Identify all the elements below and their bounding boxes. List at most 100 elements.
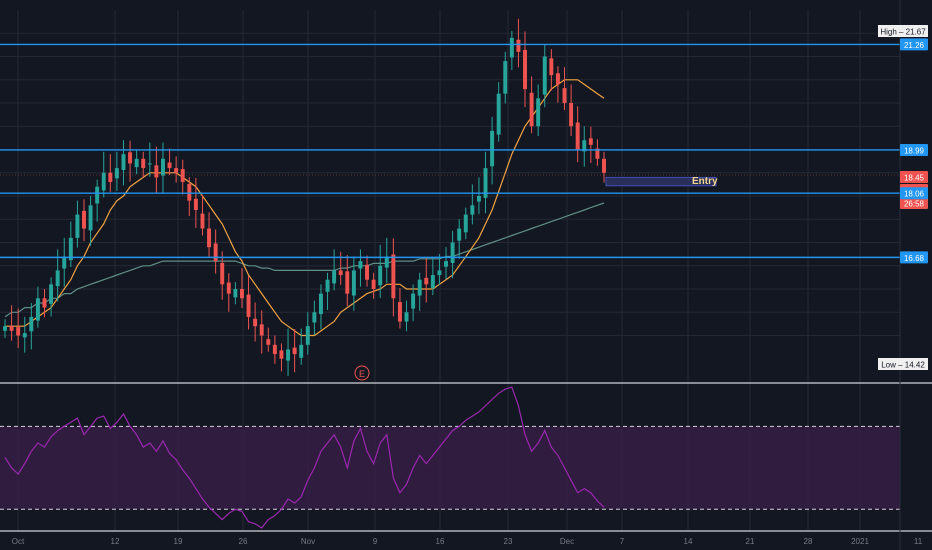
- candle[interactable]: [365, 264, 370, 280]
- x-tick-label: 16: [436, 537, 445, 546]
- candle[interactable]: [444, 261, 448, 267]
- candle[interactable]: [82, 210, 86, 229]
- candle[interactable]: [371, 279, 376, 289]
- candle[interactable]: [318, 293, 323, 315]
- candle[interactable]: [424, 277, 429, 285]
- candle[interactable]: [509, 37, 514, 58]
- candle[interactable]: [220, 262, 225, 285]
- candle[interactable]: [536, 98, 541, 127]
- candle[interactable]: [404, 312, 409, 322]
- candle[interactable]: [200, 213, 205, 229]
- candle[interactable]: [187, 183, 192, 201]
- candle[interactable]: [490, 130, 495, 167]
- candle[interactable]: [358, 261, 363, 269]
- candle[interactable]: [141, 158, 146, 169]
- candle[interactable]: [193, 198, 198, 210]
- candle[interactable]: [391, 254, 396, 299]
- candle[interactable]: [595, 148, 600, 159]
- candle[interactable]: [437, 270, 442, 276]
- rsi-pane[interactable]: [0, 386, 900, 529]
- candle[interactable]: [62, 256, 67, 269]
- candle[interactable]: [286, 349, 291, 361]
- candle[interactable]: [134, 158, 139, 168]
- candle[interactable]: [272, 344, 277, 355]
- candle[interactable]: [246, 294, 251, 317]
- candle[interactable]: [338, 270, 343, 276]
- candle[interactable]: [602, 158, 606, 173]
- candle[interactable]: [450, 242, 455, 263]
- candle[interactable]: [378, 265, 383, 286]
- candle[interactable]: [55, 270, 60, 287]
- candle[interactable]: [483, 168, 488, 198]
- candle[interactable]: [239, 289, 244, 299]
- candle[interactable]: [542, 56, 547, 95]
- candle[interactable]: [253, 318, 258, 327]
- candle[interactable]: [529, 92, 534, 127]
- candle[interactable]: [503, 61, 508, 94]
- candle[interactable]: [16, 327, 21, 336]
- candle[interactable]: [128, 152, 133, 164]
- earnings-marker[interactable]: [354, 365, 370, 381]
- candle[interactable]: [22, 333, 27, 338]
- candle[interactable]: [575, 122, 580, 150]
- candle[interactable]: [351, 270, 356, 296]
- candle[interactable]: [299, 344, 304, 358]
- candle[interactable]: [588, 138, 593, 145]
- candle[interactable]: [147, 163, 152, 165]
- candle[interactable]: [101, 172, 106, 191]
- candle[interactable]: [549, 58, 554, 76]
- candle[interactable]: [259, 324, 264, 336]
- candle[interactable]: [226, 282, 231, 294]
- candle[interactable]: [345, 271, 350, 294]
- candle[interactable]: [496, 93, 501, 135]
- candle[interactable]: [384, 256, 389, 268]
- candle[interactable]: [3, 326, 7, 331]
- candle[interactable]: [29, 316, 34, 332]
- candle[interactable]: [75, 214, 80, 238]
- candle[interactable]: [325, 279, 330, 292]
- candle[interactable]: [207, 228, 212, 248]
- candle[interactable]: [49, 284, 54, 304]
- candle[interactable]: [411, 293, 416, 309]
- candle[interactable]: [555, 73, 560, 85]
- candle[interactable]: [457, 228, 462, 241]
- candle[interactable]: [161, 158, 165, 176]
- candle[interactable]: [312, 312, 317, 323]
- candle[interactable]: [167, 162, 172, 169]
- candle[interactable]: [417, 279, 422, 296]
- candle[interactable]: [180, 169, 185, 183]
- candle[interactable]: [305, 326, 310, 345]
- candle[interactable]: [476, 196, 481, 202]
- candle[interactable]: [95, 186, 100, 204]
- candle[interactable]: [470, 205, 475, 215]
- candle[interactable]: [174, 168, 179, 173]
- candle[interactable]: [108, 172, 113, 183]
- candle[interactable]: [154, 165, 159, 178]
- candle[interactable]: [9, 326, 14, 331]
- candle[interactable]: [516, 39, 521, 52]
- candle[interactable]: [430, 275, 435, 289]
- candle[interactable]: [292, 347, 297, 355]
- candle[interactable]: [463, 214, 468, 233]
- candle[interactable]: [121, 154, 126, 170]
- candle[interactable]: [279, 350, 284, 359]
- price-pane[interactable]: Entry E: [0, 18, 900, 381]
- candle[interactable]: [88, 205, 93, 231]
- entry-zone-box[interactable]: [605, 176, 717, 187]
- candle[interactable]: [213, 243, 218, 262]
- candle[interactable]: [35, 298, 40, 321]
- candle[interactable]: [582, 140, 587, 152]
- candle[interactable]: [42, 298, 47, 308]
- candle[interactable]: [266, 339, 271, 345]
- candle[interactable]: [233, 289, 238, 298]
- candle[interactable]: [68, 237, 73, 261]
- rsi-line[interactable]: [4, 386, 605, 529]
- candle[interactable]: [569, 103, 574, 127]
- candle[interactable]: [332, 270, 337, 284]
- candle[interactable]: [397, 302, 402, 322]
- candle[interactable]: [562, 88, 567, 103]
- price-label: 26:58: [904, 200, 925, 209]
- candle[interactable]: [523, 49, 527, 90]
- candle[interactable]: [114, 168, 119, 179]
